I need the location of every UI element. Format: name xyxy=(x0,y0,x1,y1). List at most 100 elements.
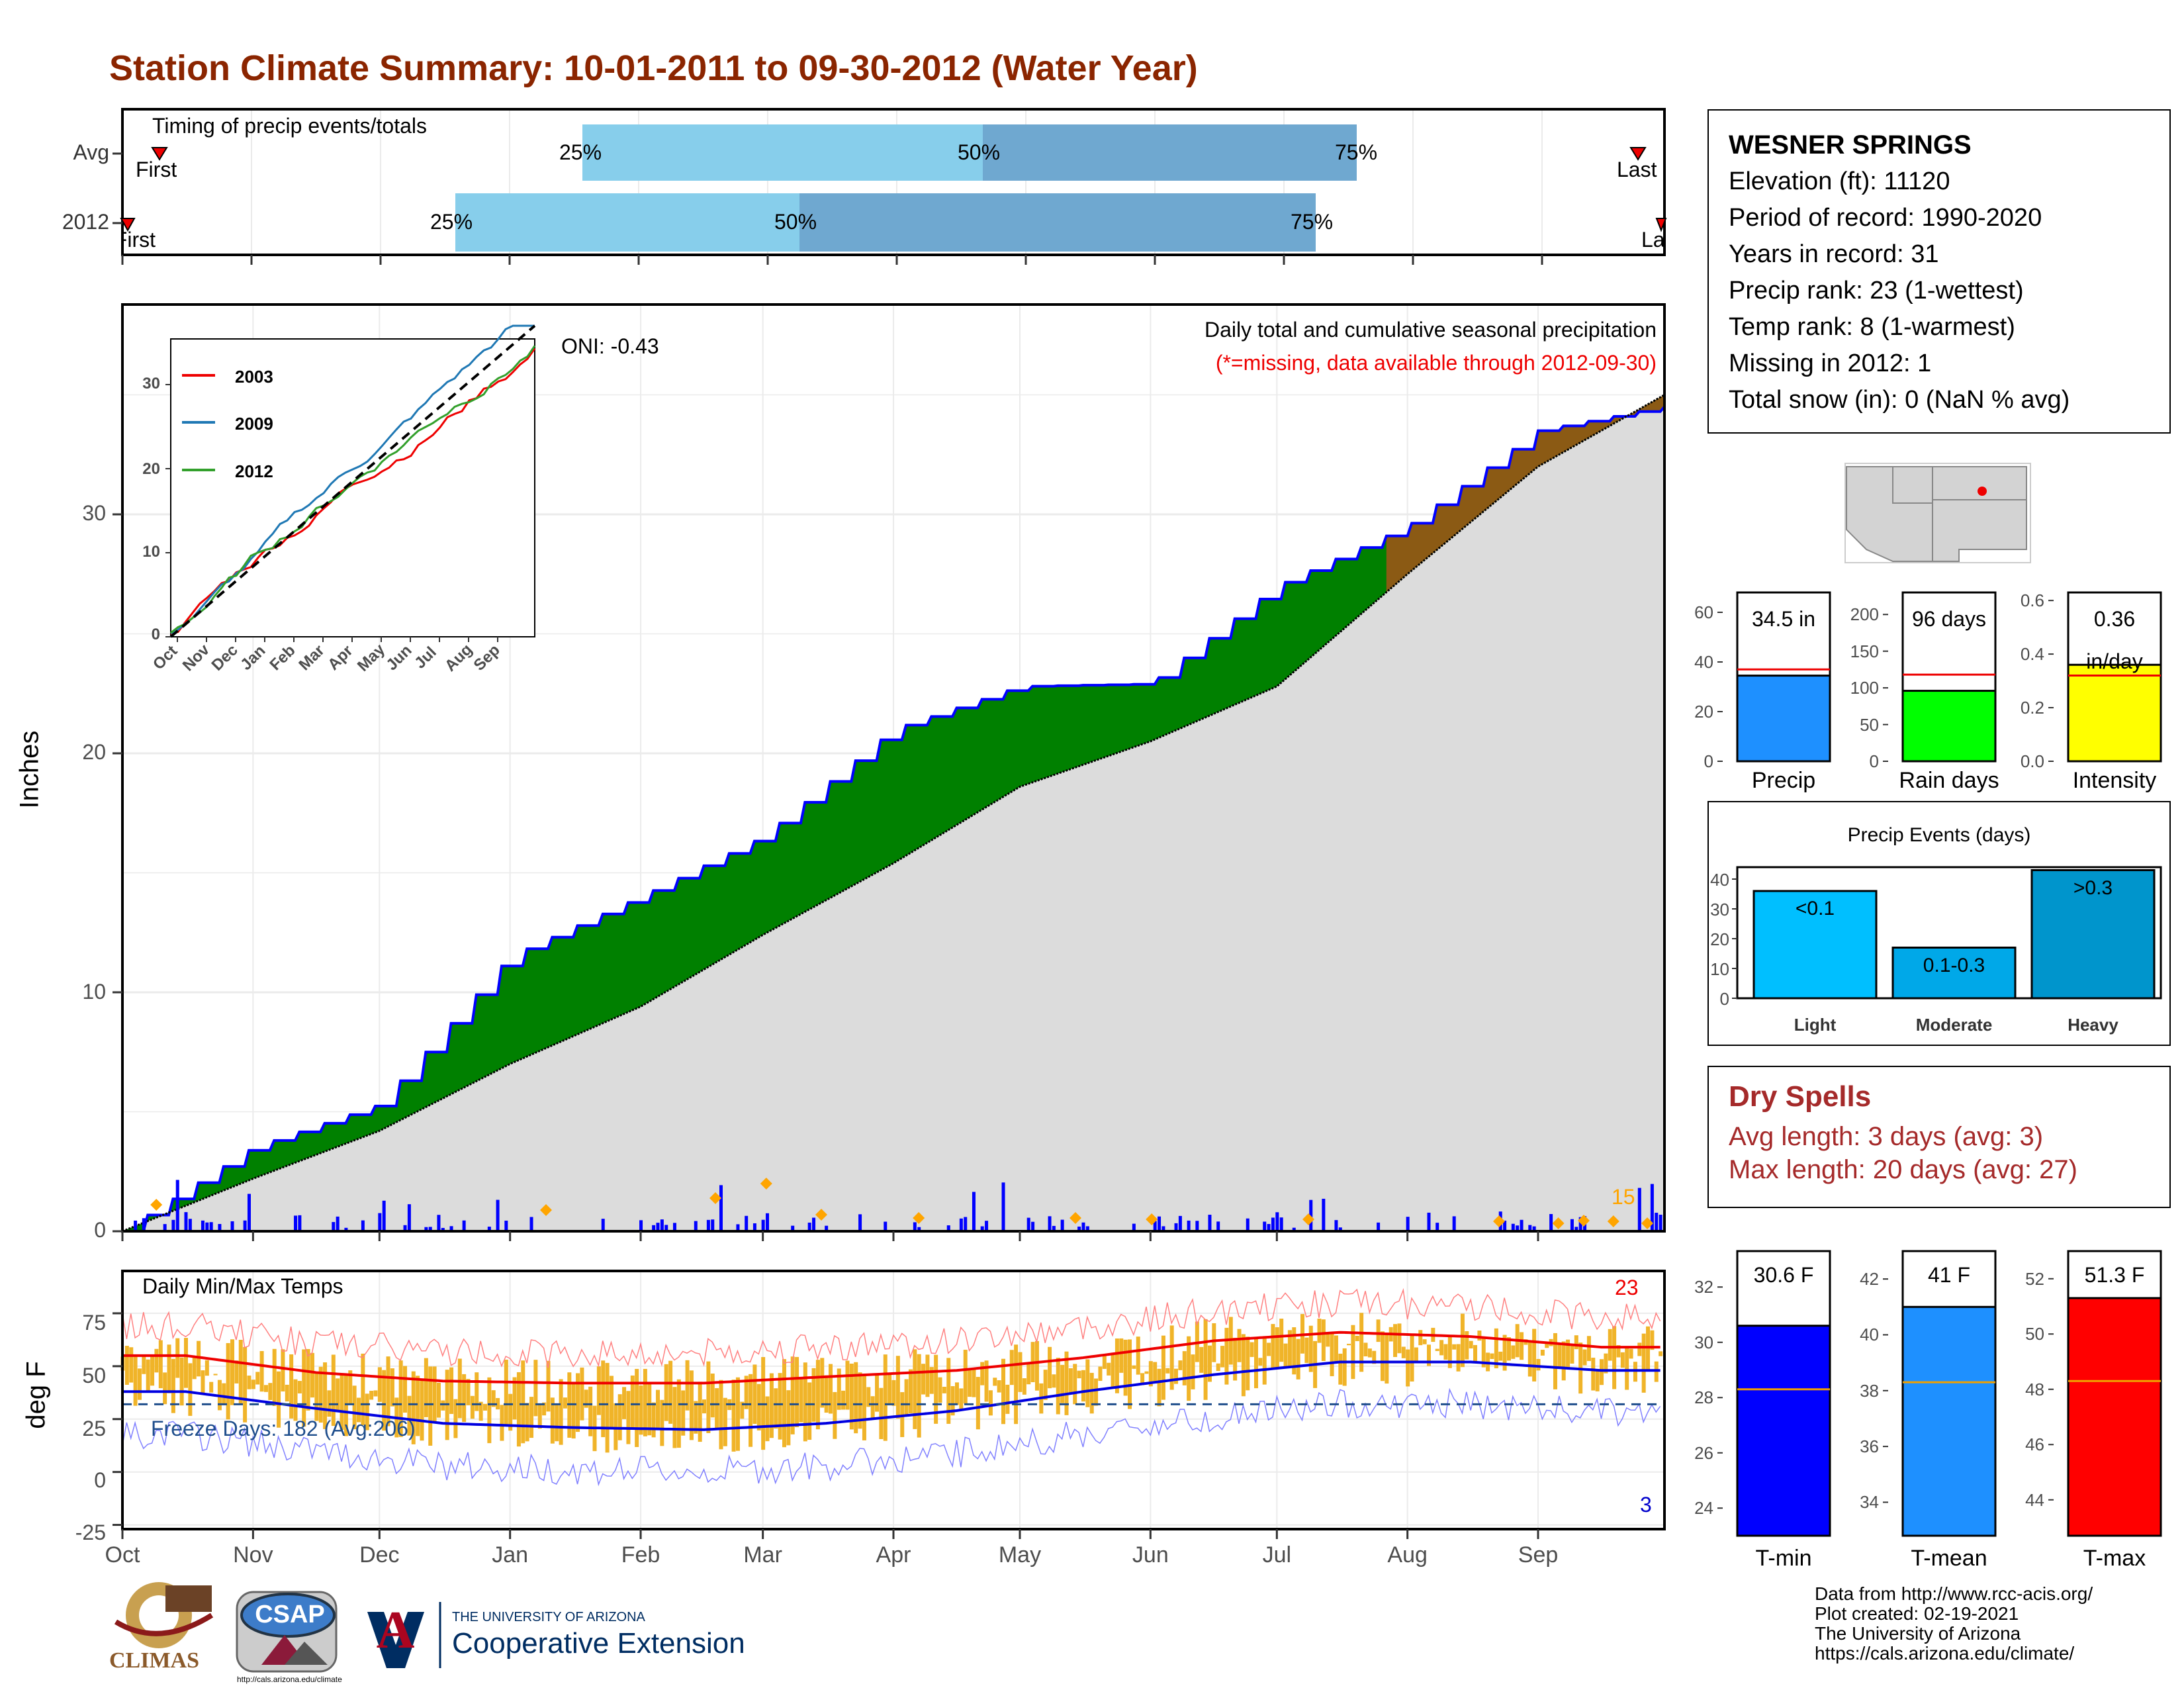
precip-event-marker xyxy=(1607,1215,1619,1227)
daily-precip-bar xyxy=(766,1213,770,1231)
daily-temp-bar xyxy=(576,1373,580,1432)
daily-precip-bar xyxy=(1275,1212,1279,1231)
daily-temp-bar xyxy=(614,1403,618,1450)
daily-temp-bar xyxy=(306,1348,310,1411)
daily-precip-bar xyxy=(1158,1216,1161,1231)
daily-temp-bar xyxy=(154,1348,159,1373)
daily-precip-bar xyxy=(1216,1221,1220,1231)
daily-temp-bar xyxy=(950,1386,955,1416)
daily-temp-bar xyxy=(1532,1329,1537,1382)
daily-precip-bar xyxy=(1511,1223,1515,1231)
daily-precip-bar xyxy=(1279,1217,1283,1231)
dry-spells-avg: Avg length: 3 days (avg: 3) xyxy=(1729,1122,2044,1151)
main-ytick-20: 20 xyxy=(82,740,106,764)
daily-temp-bar xyxy=(137,1368,142,1400)
daily-temp-bar xyxy=(175,1338,180,1378)
daily-temp-bar xyxy=(1030,1342,1035,1383)
daily-temp-bar xyxy=(1136,1336,1140,1375)
daily-temp-bar xyxy=(1629,1348,1633,1359)
daily-precip-bar xyxy=(972,1192,976,1231)
daily-temp-bar xyxy=(1397,1323,1402,1354)
daily-temp-bar xyxy=(1073,1364,1077,1405)
daily-temp-bar xyxy=(432,1366,437,1422)
inset-line-2012 xyxy=(170,345,536,634)
daily-temp-bar xyxy=(731,1380,736,1452)
daily-temp-bar xyxy=(921,1364,926,1395)
daily-precip-bar xyxy=(1026,1217,1030,1231)
temp-bar-t-max xyxy=(2067,1297,2162,1537)
daily-temp-bar xyxy=(976,1377,980,1430)
ua-top-text: THE UNIVERSITY OF ARIZONA xyxy=(452,1610,645,1624)
mini-bar-rain-days xyxy=(1901,690,1997,763)
daily-temp-bar xyxy=(1178,1360,1183,1370)
daily-precip-bar xyxy=(378,1213,382,1231)
climas-logo-text: CLIMAS xyxy=(109,1648,200,1673)
daily-temp-bar xyxy=(1465,1331,1469,1360)
daily-temp-bar xyxy=(1418,1330,1423,1346)
daily-precip-bar xyxy=(205,1222,209,1231)
daily-temp-bar xyxy=(491,1390,496,1407)
daily-temp-bar xyxy=(390,1368,394,1407)
daily-temp-bar xyxy=(1646,1326,1651,1372)
daily-temp-bar xyxy=(1102,1354,1107,1369)
daily-temp-bar xyxy=(521,1360,525,1444)
avg-p25-label: 25% xyxy=(559,140,602,164)
daily-precip-bar xyxy=(294,1215,298,1231)
daily-temp-bar xyxy=(1578,1342,1583,1394)
daily-precip-bar xyxy=(1498,1211,1502,1231)
daily-precip-bar xyxy=(964,1217,968,1231)
inset-ytick-0: 0 xyxy=(151,626,160,643)
daily-temp-bar xyxy=(1570,1344,1574,1364)
daily-temp-bar xyxy=(424,1358,428,1417)
avg-p50-label: 50% xyxy=(958,140,1001,164)
daily-temp-bar xyxy=(1608,1329,1612,1361)
daily-temp-bar xyxy=(1262,1336,1267,1385)
temp-bar-ytick: 30 xyxy=(1694,1332,1713,1352)
main-ylabel: Inches xyxy=(15,730,44,809)
daily-temp-bar xyxy=(1347,1344,1351,1346)
daily-temp-bar xyxy=(870,1396,875,1419)
daily-temp-bar xyxy=(297,1381,302,1394)
daily-precip-bar xyxy=(1583,1216,1587,1231)
daily-temp-bar xyxy=(1659,1351,1663,1356)
daily-precip-bar xyxy=(344,1227,348,1231)
oni-label: ONI: -0.43 xyxy=(561,334,659,358)
daily-temp-bar xyxy=(508,1393,513,1431)
inset-xtick-aug: Aug xyxy=(441,640,477,675)
ua-logo-letter: A xyxy=(376,1601,415,1660)
daily-temp-bar xyxy=(251,1380,255,1389)
daily-temp-bar xyxy=(500,1405,504,1441)
daily-temp-bar xyxy=(749,1374,753,1447)
station-precip-rank: Precip rank: 23 (1-wettest) xyxy=(1729,277,2024,305)
daily-temp-bar xyxy=(1144,1371,1149,1374)
daily-temp-bar xyxy=(571,1383,576,1439)
daily-temp-bar xyxy=(1089,1372,1094,1414)
daily-temp-bar xyxy=(302,1349,306,1427)
timing-row-label-2012: 2012 xyxy=(62,210,109,234)
daily-temp-bar xyxy=(1435,1348,1439,1351)
inset-xtick-sep: Sep xyxy=(470,641,504,675)
daily-precip-bar xyxy=(407,1204,411,1231)
mini-bar-label: Intensity xyxy=(2072,768,2157,793)
daily-precip-bar xyxy=(1153,1221,1157,1231)
month-label-may: May xyxy=(998,1542,1042,1568)
daily-temp-bar xyxy=(1039,1383,1044,1414)
temp-bar-ytick: 38 xyxy=(1860,1380,1879,1401)
daily-temp-bar xyxy=(377,1367,382,1402)
daily-temp-bar xyxy=(1300,1314,1305,1354)
daily-precip-bar xyxy=(382,1200,386,1231)
daily-temp-bar xyxy=(1233,1337,1238,1381)
daily-temp-bar xyxy=(550,1397,555,1444)
daily-precip-bar xyxy=(1637,1188,1641,1231)
temp-ytick-75: 75 xyxy=(82,1311,106,1335)
daily-temp-bar xyxy=(336,1378,340,1411)
y2012-p75-label: 75% xyxy=(1291,210,1334,234)
daily-temp-bar xyxy=(774,1388,778,1429)
daily-precip-bar xyxy=(917,1227,921,1231)
dry-spells-max: Max length: 20 days (avg: 27) xyxy=(1729,1155,2077,1184)
daily-precip-bar xyxy=(752,1223,756,1231)
temp-bar-ytick: 42 xyxy=(1860,1269,1879,1289)
daily-temp-bar xyxy=(238,1340,243,1404)
ua-extension-text: Cooperative Extension xyxy=(452,1627,745,1660)
mini-bar-label: Rain days xyxy=(1899,768,1999,793)
